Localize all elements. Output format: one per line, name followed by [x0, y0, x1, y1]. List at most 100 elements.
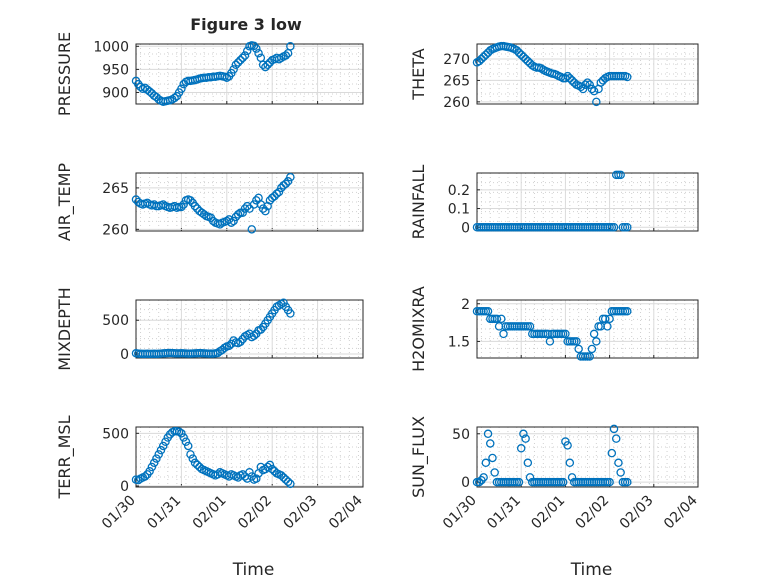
y-tick-label: 0.1 — [448, 202, 470, 218]
data-point — [263, 462, 272, 472]
data-point — [623, 72, 632, 82]
data-point — [208, 216, 218, 226]
data-point — [283, 477, 293, 486]
data-point — [229, 65, 238, 74]
data-point — [227, 218, 236, 227]
data-point — [238, 208, 247, 218]
data-point — [152, 454, 161, 463]
data-point — [499, 329, 508, 339]
data-point — [274, 187, 284, 197]
data-point — [561, 329, 570, 339]
y-tick-label: 0.2 — [448, 183, 470, 199]
data-point — [181, 437, 191, 446]
x-tick-label: 02/02 — [235, 493, 275, 533]
x-tick-label: 02/01 — [190, 493, 230, 533]
data-point — [281, 179, 291, 189]
subplot-2: 260 265 270 THETA — [409, 41, 699, 111]
data-point — [587, 344, 597, 354]
subplot-4: 0 0.1 0.2 RAINFALL — [409, 165, 699, 239]
data-point — [607, 448, 617, 458]
y-tick-label: 260 — [443, 95, 470, 111]
y-tick-label: 0 — [120, 347, 129, 363]
data-point — [254, 48, 263, 58]
data-point — [236, 337, 245, 347]
data-point — [481, 50, 491, 59]
y-tick-label: 265 — [443, 73, 470, 89]
axes-box — [135, 172, 364, 232]
data-point — [245, 468, 254, 477]
data-point — [267, 464, 277, 474]
data-point — [190, 201, 200, 211]
data-point — [286, 309, 295, 318]
x-tick-label: 02/02 — [573, 493, 613, 533]
x-tick-label: 02/04 — [326, 492, 366, 532]
x-axis-label: Time — [570, 560, 613, 580]
data-point — [477, 54, 486, 64]
data-point — [174, 202, 184, 212]
data-point — [563, 441, 572, 450]
data-point — [585, 80, 594, 89]
data-point — [242, 46, 252, 56]
data-point — [479, 52, 488, 62]
data-point — [199, 210, 209, 219]
data-point — [177, 202, 186, 212]
y-tick-label: 900 — [102, 85, 129, 101]
y-tick-label: 260 — [102, 222, 129, 238]
data-point — [231, 60, 241, 70]
data-point — [521, 54, 530, 64]
data-point — [483, 429, 493, 439]
data-point — [156, 445, 166, 455]
x-tick-label: 02/03 — [617, 493, 657, 533]
data-point — [578, 84, 588, 94]
data-point — [519, 52, 528, 62]
data-point — [258, 204, 268, 213]
data-point — [177, 429, 186, 438]
data-point — [558, 477, 568, 487]
axes-box — [135, 43, 364, 105]
y-tick-label: 1.5 — [448, 334, 470, 350]
data-point — [265, 460, 275, 470]
data-point — [186, 450, 195, 459]
data-point — [286, 172, 295, 182]
data-point — [589, 86, 599, 96]
data-point — [252, 474, 261, 483]
y-tick-label: 265 — [102, 181, 129, 197]
data-point — [483, 307, 493, 316]
data-point — [286, 42, 295, 51]
chart-title: Figure 3 low — [190, 15, 302, 34]
y-tick-label: 500 — [102, 313, 129, 329]
data-point — [224, 341, 234, 351]
data-point — [581, 80, 590, 89]
data-point — [614, 458, 623, 468]
data-point — [572, 337, 581, 346]
data-point — [611, 434, 621, 443]
data-point — [609, 223, 619, 232]
data-point — [481, 458, 491, 468]
data-point — [516, 50, 526, 59]
data-point — [474, 477, 484, 487]
x-tick-label: 01/30 — [99, 493, 139, 533]
data-point — [605, 477, 614, 487]
data-point — [497, 314, 506, 324]
x-tick-label: 01/31 — [484, 493, 524, 533]
data-point — [283, 177, 293, 186]
x-axis-label: Time — [232, 560, 275, 580]
data-point — [158, 441, 168, 451]
data-point — [263, 60, 272, 70]
data-point — [261, 62, 270, 72]
data-point — [281, 51, 291, 60]
data-point — [149, 458, 159, 468]
data-point — [233, 58, 243, 67]
data-point — [286, 479, 295, 489]
y-axis-label: THETA — [409, 48, 428, 100]
y-axis-label: PRESSURE — [55, 32, 74, 116]
subplot-6: 1.5 2 H2OMIXRA — [409, 286, 699, 372]
subplot-3: 260 265 AIR_TEMP — [55, 163, 364, 241]
data-point — [193, 460, 202, 470]
data-point — [565, 74, 575, 83]
data-point — [490, 468, 499, 477]
data-point — [623, 307, 632, 316]
data-point — [521, 434, 530, 443]
data-point — [605, 314, 614, 324]
